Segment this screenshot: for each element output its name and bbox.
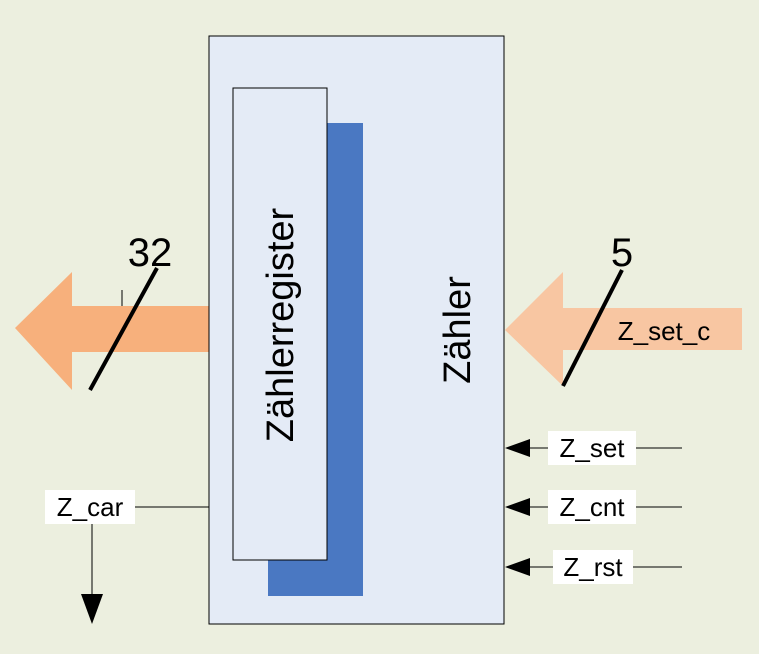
- input-z-set: Z_set: [505, 431, 682, 465]
- input-z-set-arrowhead: [505, 439, 530, 457]
- output-z-car-label-bg: [45, 490, 135, 524]
- input-z-cnt: Z_cnt: [505, 490, 682, 524]
- input-z-cnt-label: Z_cnt: [559, 492, 625, 522]
- input-bus-width-label: 5: [611, 231, 633, 275]
- input-bus-arrow: [505, 272, 742, 386]
- register-title: Zählerregister: [260, 207, 302, 442]
- input-z-set-label-bg: [548, 431, 636, 465]
- output-z-car-arrowhead: [81, 594, 103, 624]
- input-z-rst-label-bg: [553, 550, 633, 584]
- counter-title: Zähler: [437, 276, 479, 384]
- input-bus-width-slash: [561, 269, 624, 387]
- input-z-set-label: Z_set: [559, 433, 625, 463]
- output-bus-width-label: 32: [128, 231, 173, 275]
- output-z-car: Z_car: [45, 490, 209, 624]
- input-z-rst-label: Z_rst: [563, 552, 623, 582]
- input-z-rst: Z_rst: [505, 550, 682, 584]
- input-bus-signal-label: Z_set_c: [618, 316, 711, 346]
- output-z-car-label: Z_car: [57, 492, 124, 522]
- register-block: [232, 87, 328, 561]
- output-bus-arrow: [15, 272, 210, 390]
- input-z-cnt-arrowhead: [505, 498, 530, 516]
- output-bus-width-slash: [88, 267, 159, 391]
- input-z-rst-arrowhead: [505, 558, 530, 576]
- input-z-cnt-label-bg: [548, 490, 636, 524]
